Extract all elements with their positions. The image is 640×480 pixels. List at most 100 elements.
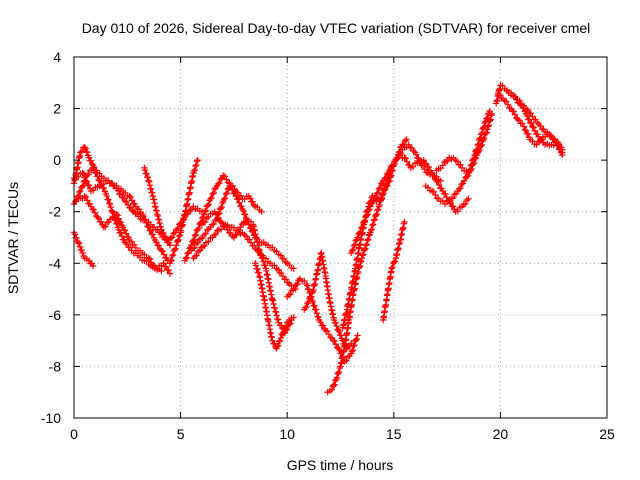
data-point-arc-17 [390, 162, 397, 169]
data-point-arc-12 [281, 324, 289, 331]
data-point-arc-7 [191, 166, 199, 174]
data-point-arc-15 [371, 216, 378, 223]
data-point-arc-1 [89, 262, 97, 270]
data-point-arc-20 [433, 194, 441, 202]
data-point-arc-23 [530, 124, 537, 131]
data-point-arc-9 [223, 189, 231, 197]
data-point-arc-2 [166, 270, 174, 277]
data-point-arc-23 [528, 120, 535, 127]
data-point-arc-17 [349, 246, 357, 253]
data-point-arc-18 [391, 259, 398, 266]
data-point-arc-15 [365, 232, 373, 239]
data-point-arc-10 [247, 239, 255, 246]
data-point-arc-15 [372, 211, 380, 219]
y-tick-label: -2 [49, 204, 62, 220]
data-point-arc-2 [162, 263, 170, 271]
data-point-arc-3 [128, 197, 136, 204]
data-point-arc-22 [475, 146, 483, 154]
data-point-arc-17 [366, 206, 373, 213]
data-point-arc-4 [84, 197, 91, 204]
data-point-arc-14 [303, 303, 310, 311]
data-point-arc-16 [378, 194, 386, 202]
data-point-arc-13 [325, 330, 332, 338]
data-point-arc-8 [189, 237, 197, 245]
data-point-arc-19 [442, 190, 449, 198]
data-point-arc-9 [226, 182, 233, 190]
data-point-arc-11 [201, 218, 209, 226]
data-point-arc-17 [354, 234, 361, 241]
data-point-arc-2 [105, 196, 112, 204]
data-point-arc-1 [75, 239, 82, 246]
data-point-arc-19 [420, 156, 427, 164]
data-point-arc-5 [129, 207, 136, 214]
data-point-arc-25 [555, 142, 563, 150]
data-point-arc-3 [127, 193, 134, 201]
data-point-arc-4 [121, 227, 129, 234]
data-point-arc-15 [362, 245, 369, 252]
data-point-arc-19 [435, 181, 443, 189]
data-point-arc-8 [210, 189, 217, 197]
data-point-arc-11 [270, 300, 277, 308]
data-point-arc-10 [246, 236, 253, 243]
data-point-arc-6 [161, 232, 168, 240]
data-point-arc-9 [234, 196, 242, 203]
data-point-arc-16 [401, 137, 409, 144]
data-point-arc-21 [468, 161, 475, 168]
data-point-arc-17 [381, 175, 388, 182]
data-point-arc-5 [170, 230, 177, 237]
data-point-arc-12 [274, 343, 281, 350]
data-point-arc-8 [195, 224, 202, 232]
data-point-arc-3 [147, 227, 154, 235]
data-point-arc-11 [269, 297, 277, 304]
data-point-arc-19 [403, 158, 411, 165]
data-point-arc-3 [159, 248, 166, 255]
data-point-arc-20 [460, 177, 468, 184]
data-point-arc-5 [127, 204, 135, 211]
data-point-arc-2 [109, 209, 117, 216]
data-point-arc-10 [242, 233, 250, 240]
data-point-arc-14 [307, 293, 315, 301]
data-point-arc-7 [173, 242, 180, 249]
data-point-arc-12 [254, 265, 261, 273]
data-point-arc-6 [144, 174, 152, 181]
data-point-arc-9 [196, 236, 203, 243]
data-point-arc-19 [409, 163, 417, 170]
data-point-arc-3 [82, 145, 89, 152]
data-point-arc-8 [217, 175, 224, 183]
data-point-arc-19 [463, 196, 471, 204]
data-point-arc-15 [363, 241, 370, 248]
data-point-arc-22 [488, 110, 496, 117]
data-point-arc-24 [522, 127, 530, 134]
data-point-arc-3 [81, 144, 88, 151]
data-point-arc-17 [388, 163, 396, 170]
data-point-arc-17 [356, 229, 363, 237]
data-point-arc-12 [275, 338, 283, 345]
data-point-arc-8 [205, 201, 212, 208]
data-point-arc-7 [175, 236, 182, 244]
data-point-arc-17 [415, 155, 422, 162]
y-tick-label: -6 [49, 307, 62, 323]
data-point-arc-4 [123, 230, 130, 237]
data-point-arc-8 [216, 179, 223, 187]
data-point-arc-10 [217, 226, 225, 233]
data-point-arc-13 [292, 281, 300, 289]
data-point-arc-3 [158, 247, 165, 254]
data-point-arc-6 [158, 226, 165, 233]
data-point-arc-4 [82, 193, 90, 201]
data-point-arc-17 [392, 156, 400, 164]
data-point-arc-6 [154, 212, 161, 220]
data-point-arc-2 [103, 192, 110, 200]
data-point-arc-7 [194, 156, 201, 164]
y-tick-label: 2 [53, 101, 61, 117]
data-point-arc-15 [364, 237, 371, 244]
data-point-arc-3 [149, 231, 157, 238]
data-point-arc-3 [77, 149, 84, 156]
data-point-arc-11 [257, 251, 265, 258]
data-point-arc-6 [143, 170, 150, 177]
data-point-arc-8 [258, 208, 265, 215]
data-point-arc-13 [336, 346, 343, 354]
data-point-arc-17 [376, 184, 384, 192]
data-point-arc-10 [278, 269, 285, 277]
data-point-arc-11 [272, 308, 280, 316]
